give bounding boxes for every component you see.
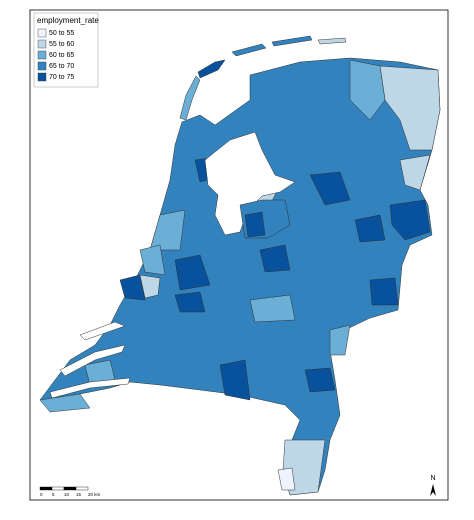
legend-swatch: [37, 72, 47, 82]
legend-label: 55 to 60: [49, 41, 74, 48]
scale-label: 0: [40, 492, 43, 497]
region: [139, 244, 166, 276]
region: [309, 171, 351, 206]
island: [179, 75, 201, 121]
regions: [39, 35, 441, 496]
scale-segment: [63, 486, 77, 491]
region: [389, 199, 431, 241]
legend-label: 50 to 55: [49, 30, 74, 37]
legend-swatch: [37, 39, 47, 49]
north-arrow-icon: [430, 484, 436, 496]
region: [259, 244, 291, 273]
island: [317, 37, 347, 45]
region: [149, 209, 186, 251]
legend: employment_rate 50 to 55 55 to 60 60 to 65…: [33, 12, 99, 88]
region: [329, 324, 351, 356]
legend-swatch: [37, 50, 47, 60]
island: [231, 43, 267, 57]
region: [219, 359, 251, 401]
legend-label: 70 to 75: [49, 74, 74, 81]
region: [249, 294, 296, 323]
lake: [204, 131, 296, 236]
mainland: [39, 57, 441, 496]
estuary: [79, 321, 126, 341]
scale-bar: 0 5 10 15 20 km: [39, 486, 101, 497]
north-label: N: [430, 475, 435, 482]
region: [354, 214, 386, 243]
legend-swatch: [37, 28, 47, 38]
legend-label: 65 to 70: [49, 63, 74, 70]
estuary: [59, 344, 126, 377]
region: [139, 274, 161, 299]
legend-swatch: [37, 61, 47, 71]
region: [174, 254, 211, 291]
region: [277, 467, 296, 491]
scale-segment: [39, 486, 53, 491]
region: [304, 367, 336, 393]
estuary: [49, 377, 131, 399]
north-arrow: N: [430, 475, 436, 496]
region: [119, 274, 146, 301]
scale-segment: [51, 486, 65, 491]
legend-title: employment_rate: [37, 16, 99, 25]
scale-label: 5: [52, 492, 55, 497]
island: [197, 59, 226, 79]
region: [369, 277, 399, 306]
map-frame: [29, 9, 449, 501]
scale-label: 10: [64, 492, 70, 497]
island: [271, 35, 313, 47]
region: [174, 291, 206, 313]
legend-label: 60 to 65: [49, 52, 74, 59]
region: [379, 65, 441, 151]
scale-label: 20 km: [88, 492, 101, 497]
region: [39, 393, 91, 413]
scale-segment: [75, 486, 89, 491]
scale-label: 15: [76, 492, 82, 497]
region: [244, 211, 266, 238]
region: [399, 154, 431, 191]
region: [349, 59, 386, 121]
